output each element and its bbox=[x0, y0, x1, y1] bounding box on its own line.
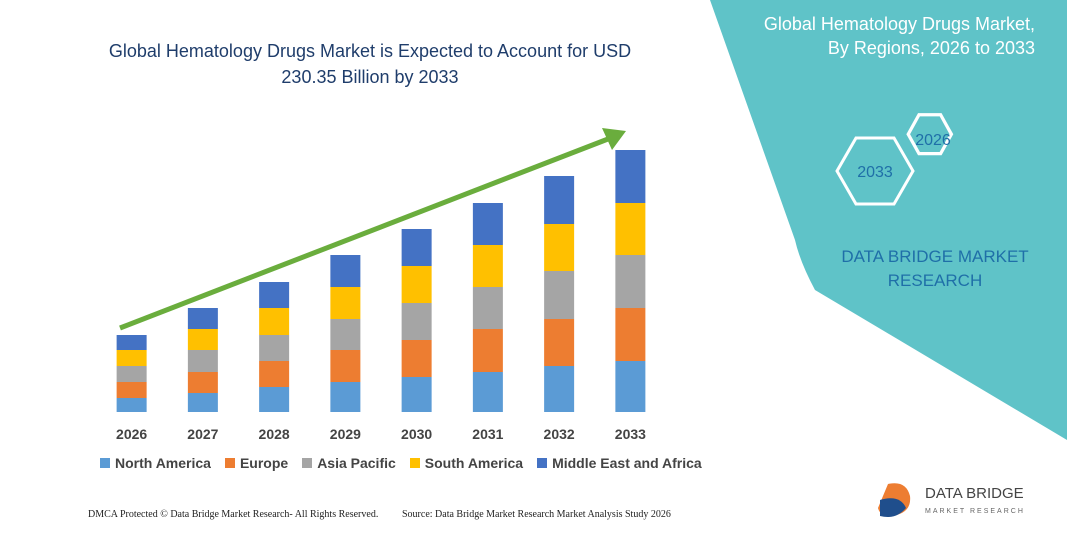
x-tick-label: 2028 bbox=[259, 426, 290, 442]
x-tick-label: 2032 bbox=[544, 426, 575, 442]
x-tick-label: 2026 bbox=[116, 426, 147, 442]
bar-segment bbox=[116, 335, 147, 350]
footer-right: Source: Data Bridge Market Research Mark… bbox=[402, 509, 671, 520]
legend: North America Europe Asia Pacific South Ame… bbox=[100, 455, 702, 471]
footer-left: DMCA Protected © Data Bridge Market Rese… bbox=[88, 509, 379, 520]
bar-segment bbox=[116, 382, 147, 398]
bar-segment bbox=[472, 329, 503, 372]
bar-segment bbox=[187, 393, 218, 412]
bar-segment bbox=[259, 308, 290, 335]
bar-segment bbox=[401, 340, 432, 377]
legend-swatch bbox=[302, 458, 313, 468]
x-tick-label: 2033 bbox=[615, 426, 646, 442]
plot: 2026 2027 2028 2029 2030 2031 2032 2033 bbox=[116, 150, 646, 442]
bar-segment bbox=[259, 335, 290, 361]
bar-segment bbox=[330, 255, 361, 287]
x-tick-label: 2031 bbox=[472, 426, 503, 442]
bar-segment bbox=[259, 387, 290, 412]
hexagon-label: 2033 bbox=[857, 164, 893, 181]
bar-segment bbox=[615, 361, 646, 412]
hexagon-label: 2026 bbox=[915, 132, 951, 149]
trend-arrow bbox=[119, 136, 609, 331]
legend-item: South America bbox=[409, 455, 524, 471]
bar-segment bbox=[330, 350, 361, 382]
bar-segment bbox=[472, 287, 503, 329]
logo-mark bbox=[880, 498, 906, 517]
bar-segment bbox=[615, 150, 646, 203]
bar-segment bbox=[330, 319, 361, 350]
bar-segment bbox=[401, 303, 432, 340]
bar-segment bbox=[544, 271, 575, 319]
bar-segment bbox=[472, 245, 503, 287]
x-tick-label: 2029 bbox=[330, 426, 361, 442]
legend-swatch bbox=[409, 458, 420, 468]
bar-segment bbox=[401, 377, 432, 412]
bar-segment bbox=[330, 287, 361, 319]
bar-segment bbox=[615, 255, 646, 308]
bar-segment bbox=[259, 282, 290, 308]
legend-swatch bbox=[100, 458, 110, 468]
hexagon bbox=[835, 136, 915, 206]
legend-label: Middle East and Africa bbox=[552, 455, 702, 471]
legend-swatch bbox=[224, 458, 235, 468]
bar-segment bbox=[615, 203, 646, 255]
bar-segment bbox=[116, 366, 147, 382]
legend-label: Asia Pacific bbox=[317, 455, 396, 471]
bar-segment bbox=[116, 350, 147, 366]
legend-label: North America bbox=[115, 455, 211, 471]
side-title: Global Hematology Drugs Market, By Regio… bbox=[763, 14, 1035, 58]
legend-item: Europe bbox=[224, 455, 289, 471]
logo-tagline: MARKET RESEARCH bbox=[925, 508, 1025, 515]
bar-segment bbox=[472, 372, 503, 412]
bar-segment bbox=[401, 266, 432, 303]
side-panel-bg bbox=[710, 0, 1067, 440]
x-tick-label: 2027 bbox=[187, 426, 218, 442]
bar-segment bbox=[472, 203, 503, 245]
bar-segment bbox=[187, 350, 218, 372]
bar-segment bbox=[544, 366, 575, 412]
hexagon bbox=[906, 113, 954, 156]
bar-segment bbox=[544, 176, 575, 224]
bar-segment bbox=[116, 398, 147, 412]
legend-item: North America bbox=[100, 455, 211, 471]
legend-label: Europe bbox=[239, 455, 289, 471]
legend-item: Asia Pacific bbox=[302, 455, 396, 471]
bar-segment bbox=[615, 308, 646, 361]
legend-label: South America bbox=[424, 455, 524, 471]
bar-segment bbox=[259, 361, 290, 387]
logo-name: DATA BRIDGE bbox=[925, 485, 1024, 502]
brand: DATA BRIDGE MARKET RESEARCH bbox=[841, 247, 1029, 290]
bar-segment bbox=[187, 329, 218, 350]
arrow-head bbox=[602, 128, 626, 150]
chart-title: Global Hematology Drugs Market is Expect… bbox=[108, 41, 632, 87]
x-tick-label: 2030 bbox=[401, 426, 432, 442]
bar-segment bbox=[544, 319, 575, 366]
bar-segment bbox=[330, 382, 361, 412]
legend-swatch bbox=[537, 458, 548, 468]
bar-segment bbox=[401, 229, 432, 266]
bar-segment bbox=[187, 308, 218, 329]
legend-item: Middle East and Africa bbox=[537, 455, 702, 471]
bar-segment bbox=[544, 224, 575, 271]
bar-segment bbox=[187, 372, 218, 393]
